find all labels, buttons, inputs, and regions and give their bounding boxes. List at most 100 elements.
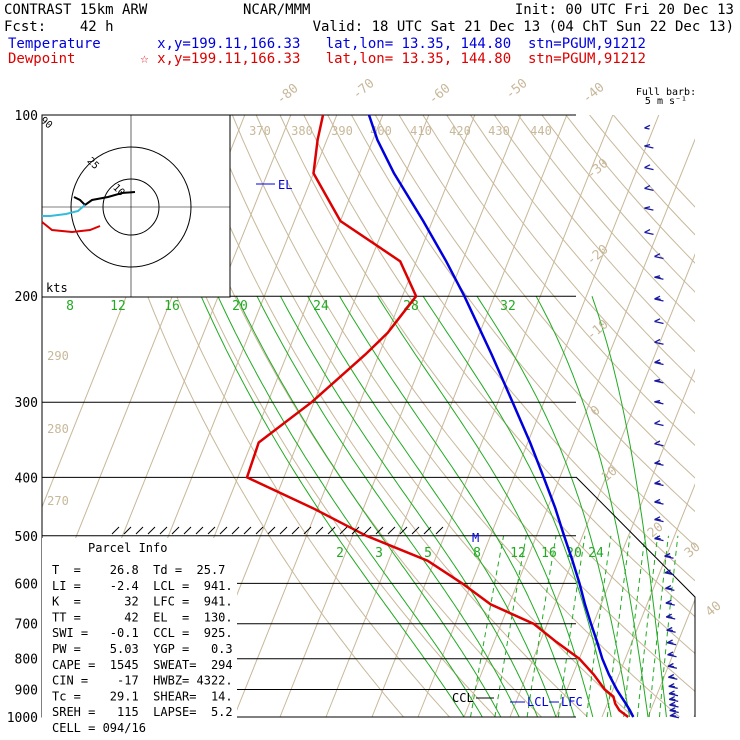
moist-adiabat-line (476, 295, 631, 718)
wind-barb-staff (654, 295, 661, 300)
wind-barb-halfflag (666, 587, 672, 590)
level-markers: EL M CCL LCL LFC (256, 178, 583, 709)
pressure-label: 300 (15, 396, 38, 411)
wind-barb-halfflag (669, 676, 675, 679)
wind-barb-halfflag (655, 379, 661, 383)
parcel-info-row: SREH = 115 LAPSE= 5.2 (52, 705, 233, 719)
wind-barb-staff (654, 440, 661, 445)
lid-hatch (375, 526, 384, 535)
moist-adiabat-line (535, 295, 649, 718)
wind-barb-flag (644, 145, 654, 149)
wind-barb-flag (654, 422, 664, 427)
moist-adiabat-line (235, 295, 502, 718)
wind-barb-flag (667, 665, 678, 669)
isotherm-line (693, 713, 695, 718)
dry-adiabat-line (208, 115, 634, 718)
theta-side-label: 290 (47, 349, 69, 363)
lid-hatch (243, 526, 252, 535)
wind-barb-flag (654, 443, 664, 447)
temperature-profile-line (367, 115, 635, 718)
wind-barb (665, 599, 675, 606)
wind-barb (654, 359, 664, 366)
isotherm-label: -40 (580, 80, 608, 107)
dry-adiabat-line (184, 115, 588, 718)
theta-side-label: 280 (47, 422, 69, 436)
ccl-marker-label: CCL (452, 691, 474, 705)
lid-hatch (291, 526, 300, 535)
lid-hatch (315, 526, 324, 535)
mixing-ratio-label: 28 (403, 299, 419, 314)
dry-adiabat-line (160, 115, 542, 718)
wind-barb-staff (654, 535, 661, 540)
pressure-label: 800 (15, 653, 38, 668)
mixing-ratio-line (557, 535, 586, 718)
lid-hatch (183, 526, 192, 535)
lid-hatch (363, 526, 372, 535)
wind-barb (664, 569, 675, 576)
hodograph-trace-low (42, 204, 86, 217)
dry-adiabats (89, 115, 695, 718)
wind-barb-flag (654, 482, 664, 487)
lid-hatch (435, 526, 444, 535)
theta-label: 440 (530, 124, 552, 138)
dry-adiabat-line (374, 115, 695, 513)
wind-barb-staff (668, 683, 675, 687)
el-marker-label: EL (278, 178, 292, 192)
theta-label: 430 (488, 124, 510, 138)
wind-barb-flag (644, 231, 654, 236)
moist-adiabat-line (422, 295, 612, 718)
theta-side-label: 270 (47, 494, 69, 508)
mixing-ratio-line (636, 535, 659, 718)
wind-barb-halfflag (655, 482, 661, 485)
parcel-info-row: TT = 42 EL = 130. (52, 610, 233, 624)
wind-barb (654, 516, 664, 523)
wind-barb (668, 673, 678, 680)
mixing-ratio-line (623, 535, 646, 718)
wind-barb-staff (644, 164, 651, 169)
mixing-ratio-line (659, 535, 679, 718)
wind-barb-flag (666, 642, 677, 646)
lid-hatch (423, 526, 432, 535)
wind-barb (654, 460, 664, 466)
wind-barb-flag (654, 298, 664, 302)
pressure-label: 600 (15, 577, 38, 592)
wind-barb-flag (667, 654, 677, 658)
wind-barb-flag (669, 709, 679, 714)
wind-barb-halfflag (655, 537, 661, 540)
mixing-ratio-label: 20 (232, 299, 248, 314)
wind-barb-staff (668, 690, 675, 695)
isotherm-line (463, 138, 695, 718)
mixing-ratio-label: 2 (336, 546, 344, 561)
wind-barb-halfflag (644, 127, 650, 130)
theta-label: 410 (410, 124, 432, 138)
parcel-info-row: T = 26.8 Td = 25.7 (52, 563, 225, 577)
wind-barb-flag (664, 555, 674, 559)
hodograph-trace-upper (73, 191, 136, 207)
hodograph-box (41, 114, 231, 298)
parcel-info-row: SWI = -0.1 CCL = 925. (52, 626, 233, 640)
forecast-hour: Fcst: 42 h (4, 19, 114, 35)
wind-barb (669, 707, 679, 714)
wind-barb-flag (644, 187, 654, 192)
wind-barb-flag (665, 602, 675, 606)
dewpoint-legend: Dewpoint (8, 51, 75, 67)
wind-barb-flag (644, 166, 654, 171)
wind-barb (654, 498, 664, 505)
wind-barb-flag (654, 320, 664, 325)
moist-adiabat-line (256, 295, 520, 718)
theta-label: 370 (249, 124, 271, 138)
wind-barb-flag (654, 501, 664, 505)
wind-barb-flag (666, 616, 676, 620)
wind-barb-halfflag (670, 692, 676, 695)
plot-frame-diagonal (575, 476, 696, 717)
lid-hatch (135, 526, 144, 535)
wind-barb-staff (654, 420, 661, 425)
lid-hatch (255, 526, 264, 535)
wind-barb-halfflag (671, 714, 677, 717)
wind-barb-halfflag (668, 641, 674, 644)
dry-adiabat-line (398, 115, 695, 479)
wind-barb-flag (666, 629, 676, 633)
parcel-info-row: K = 32 LFC = 941. (52, 595, 233, 609)
